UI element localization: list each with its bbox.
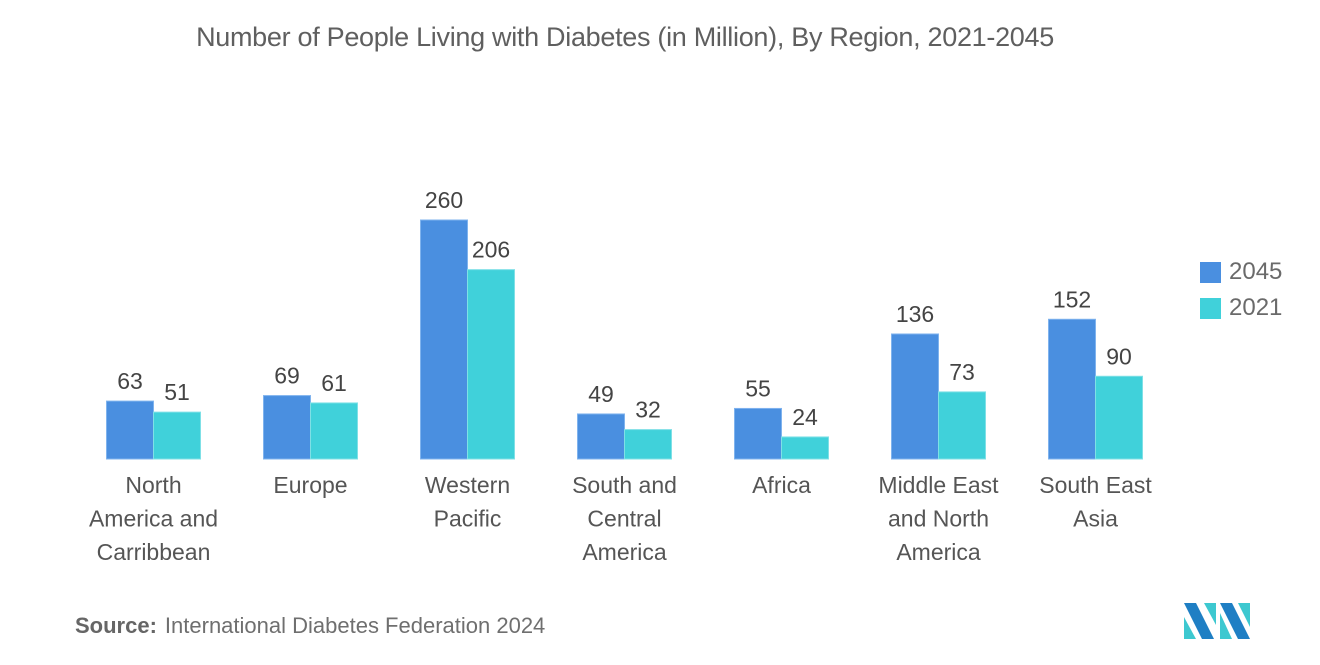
legend-item-2021: 2021 [1200,290,1282,326]
category-label-5-line-2: America [896,539,981,565]
category-label-4-line-0: Africa [752,472,811,498]
bar-2045-0 [106,400,154,460]
mordor-intelligence-logo-icon [1184,603,1250,639]
data-label-2045-6: 152 [1053,286,1091,312]
data-label-2045-4: 55 [745,375,771,401]
bar-2021-3 [624,429,672,460]
legend-item-2045: 2045 [1200,254,1282,290]
data-label-2045-2: 260 [425,187,463,213]
bar-2045-3 [577,413,625,460]
bar-2045-4 [734,407,782,460]
legend-swatch-2045 [1200,261,1221,283]
legend-swatch-2021 [1200,297,1221,319]
data-label-2045-3: 49 [588,381,614,407]
bar-2021-0 [153,411,201,460]
legend-label-2021: 2021 [1229,294,1283,321]
source-label: Source: [75,613,157,638]
category-label-3-line-0: South and [572,472,677,498]
bar-2045-1 [263,395,311,460]
category-label-0-line-0: North [125,472,181,498]
data-label-2045-1: 69 [274,363,300,389]
bar-2045-5 [891,333,939,460]
data-label-2021-5: 73 [949,359,975,385]
category-label-5-line-0: Middle East [878,472,999,498]
bar-2021-2 [467,269,515,460]
category-label-0-line-2: Carribbean [97,539,211,565]
data-label-2021-2: 206 [472,237,510,263]
category-label-3-line-2: America [582,539,667,565]
bar-2045-2 [420,219,468,460]
data-label-2021-1: 61 [321,370,347,396]
legend-label-2045: 2045 [1229,258,1283,285]
bar-2021-4 [781,436,829,460]
category-label-6-line-0: South East [1039,472,1152,498]
category-label-5-line-1: and North [888,506,989,532]
category-label-2-line-0: Western [425,472,510,498]
category-label-3-line-1: Central [587,506,661,532]
data-label-2021-3: 32 [635,397,661,423]
data-label-2045-0: 63 [117,368,143,394]
data-label-2045-5: 136 [896,301,934,327]
bar-2021-5 [938,391,986,460]
legend: 2045 2021 [1200,254,1282,326]
bar-2021-6 [1095,375,1143,460]
bar-chart: 63 51 North America and Carribbean 69 61 Europe… [89,187,1152,565]
data-label-2021-4: 24 [792,404,818,430]
source-text: International Diabetes Federation 2024 [164,613,546,638]
source-note: Source: International Diabetes Federation… [75,613,545,639]
category-label-1-line-0: Europe [273,472,347,498]
data-label-2021-0: 51 [164,379,190,405]
chart-title: Number of People Living with Diabetes (i… [196,22,1054,52]
category-label-6-line-1: Asia [1073,506,1118,532]
data-label-2021-6: 90 [1106,343,1132,369]
bar-2045-6 [1048,318,1096,460]
category-label-0-line-1: America and [89,506,218,532]
bar-2021-1 [310,402,358,460]
category-label-2-line-1: Pacific [434,506,502,532]
